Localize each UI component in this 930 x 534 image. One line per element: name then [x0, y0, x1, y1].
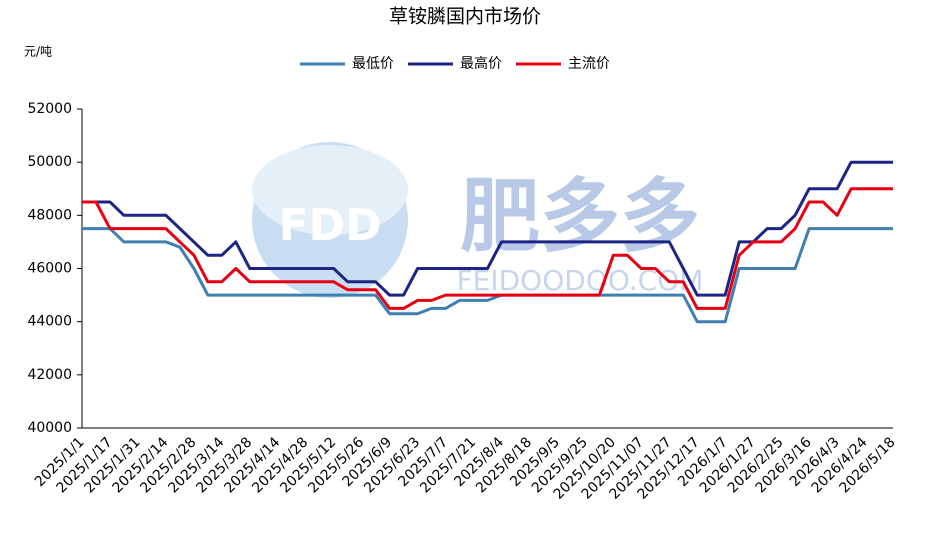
series-line: [82, 160, 893, 297]
chart-title: 草铵膦国内市场价: [389, 6, 541, 28]
watermark-logo: FDD: [278, 200, 381, 251]
y-tick-label: 42000: [27, 367, 72, 383]
y-tick-label: 50000: [27, 154, 72, 170]
y-tick-label: 46000: [27, 261, 72, 277]
y-tick-label: 44000: [27, 314, 72, 330]
series-line: [82, 227, 893, 324]
y-tick-label: 52000: [27, 101, 72, 117]
legend-label: 最低价: [352, 56, 394, 72]
y-tick-label: 40000: [27, 420, 72, 436]
watermark-site: FEIDOODOO.COM: [457, 264, 704, 297]
series-line: [82, 187, 893, 310]
y-tick-label: 48000: [27, 207, 72, 223]
watermark-logo-shape: [252, 145, 408, 235]
watermark-name: 肥多多: [460, 170, 700, 263]
y-axis-unit: 元/吨: [24, 45, 52, 59]
legend-label: 主流价: [568, 56, 610, 72]
legend-label: 最高价: [460, 55, 502, 72]
